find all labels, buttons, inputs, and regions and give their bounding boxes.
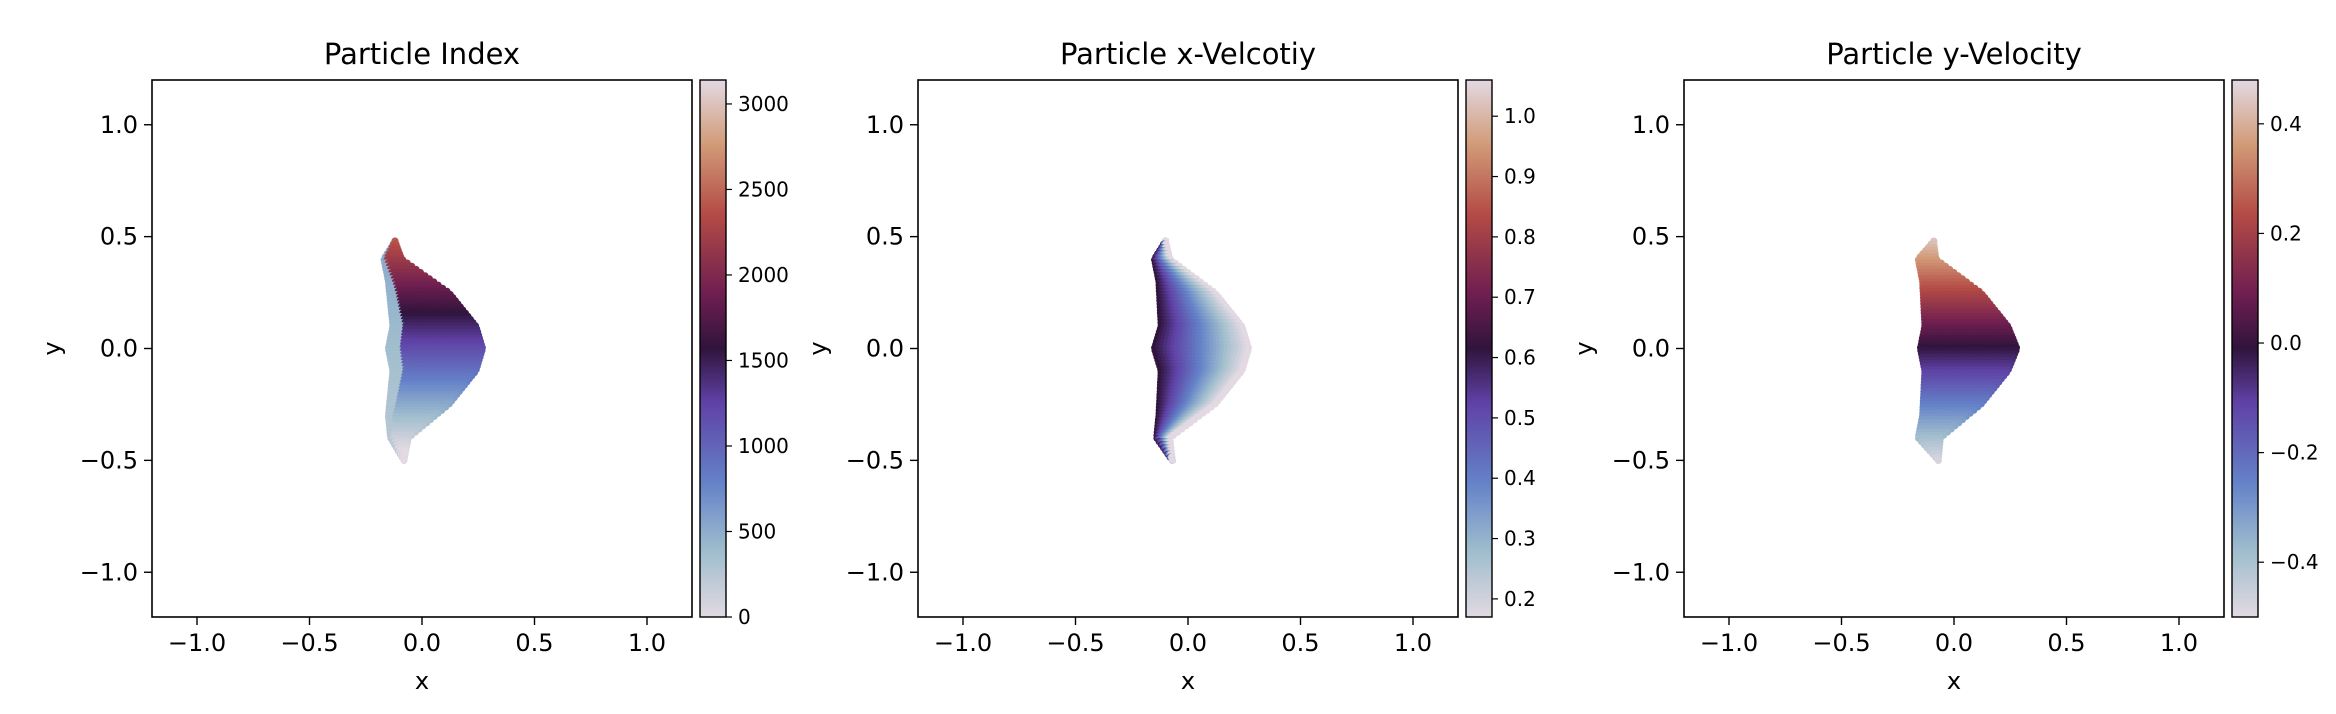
colorbar-tick-label: 0.8	[1504, 225, 1536, 249]
colorbar-tick-label: 1000	[738, 434, 789, 458]
y-axis-label: y	[804, 341, 832, 355]
colorbar-tick-label: 0.6	[1504, 346, 1536, 370]
chart-title: Particle y-Velocity	[1826, 37, 2082, 71]
x-tick-label: −1.0	[934, 629, 992, 657]
y-tick-label: 0.5	[100, 223, 138, 251]
y-tick-label: −1.0	[846, 558, 904, 586]
y-tick-label: 1.0	[100, 111, 138, 139]
x-axis-label: x	[1181, 667, 1195, 695]
colorbar-tick-label: 0.2	[1504, 587, 1536, 611]
x-tick-label: 0.5	[515, 629, 553, 657]
colorbar-tick-label: 1500	[738, 348, 789, 372]
colorbar-tick-label: 0.3	[1504, 527, 1536, 551]
particle-scatter	[1914, 237, 2020, 464]
subplot-2: Particle x-Velcotiy −1.0 −0.5 0.0 0.5 1.0 −1.0…	[804, 37, 1536, 695]
colorbar-tick-label: 1.0	[1504, 104, 1536, 128]
x-tick-label: 0.5	[1281, 629, 1319, 657]
x-tick-label: −0.5	[1046, 629, 1104, 657]
x-axis-label: x	[415, 667, 429, 695]
colorbar-tick-label: 2000	[738, 263, 789, 287]
colorbar-gradient	[699, 79, 727, 618]
y-tick-label: −1.0	[80, 558, 138, 586]
x-tick-label: −0.5	[280, 629, 338, 657]
colorbar-tick-label: 0.7	[1504, 285, 1536, 309]
x-tick-label: 1.0	[1394, 629, 1432, 657]
y-tick-label: 1.0	[866, 111, 904, 139]
colorbar-tick-label: 0.4	[1504, 466, 1536, 490]
x-tick-label: −1.0	[168, 629, 226, 657]
x-tick-label: 0.0	[1169, 629, 1207, 657]
y-tick-label: 0.0	[866, 335, 904, 363]
colorbar-tick-label: 0.5	[1504, 406, 1536, 430]
particle-scatter	[380, 237, 486, 464]
x-tick-label: 1.0	[628, 629, 666, 657]
particle-point	[400, 457, 408, 464]
x-tick-label: 0.0	[403, 629, 441, 657]
y-tick-label: −0.5	[80, 446, 138, 474]
y-tick-label: 0.5	[866, 223, 904, 251]
colorbar-tick-label: 500	[738, 519, 776, 543]
colorbar-tick-label: 0	[738, 605, 751, 629]
y-tick-label: 0.0	[100, 335, 138, 363]
colorbar-tick-label: 2500	[738, 177, 789, 201]
chart-title: Particle x-Velcotiy	[1060, 37, 1316, 71]
colorbar: 0 500 1000 1500 2000 2500 3000	[699, 79, 789, 629]
chart-title: Particle Index	[324, 37, 520, 71]
particle-scatter	[1151, 237, 1252, 464]
colorbar-tick-label: 3000	[738, 92, 789, 116]
colorbar-gradient	[1465, 79, 1493, 618]
subplot-1: Particle Index −1.0 −0.5 0.0 0.5 1.0 −1.0 −0.5 0…	[38, 37, 789, 695]
y-tick-label: −0.5	[846, 446, 904, 474]
y-axis-label: y	[38, 341, 66, 355]
colorbar-tick-label: 0.9	[1504, 165, 1536, 189]
colorbar: 0.2 0.3 0.4 0.5 0.6 0.7 0.8 0.9 1.0	[1465, 79, 1536, 618]
subplot-3: Particle y-Velocity−1.0 −0.5 0.0 0.5 1.0−1.0…	[1570, 37, 2319, 695]
particle-point	[1168, 457, 1176, 464]
